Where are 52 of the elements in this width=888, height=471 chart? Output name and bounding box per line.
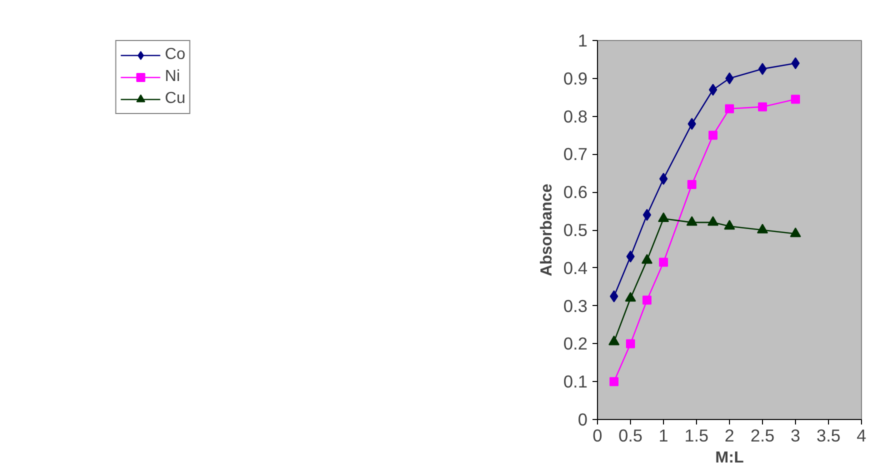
y-tick-label: 1 bbox=[578, 30, 588, 50]
point bbox=[791, 57, 800, 70]
legend-label: Ni bbox=[164, 68, 181, 86]
point bbox=[708, 84, 718, 96]
point bbox=[725, 104, 734, 114]
point bbox=[642, 208, 652, 221]
y-tick-label: 0.5 bbox=[563, 220, 588, 240]
legend-label: Cu bbox=[164, 90, 186, 108]
y-tick-label: 0.2 bbox=[563, 334, 588, 354]
y-tick-label: 0.1 bbox=[563, 372, 588, 392]
x-tick-label: 1 bbox=[658, 426, 668, 446]
point bbox=[642, 254, 652, 264]
y-axis-title: Absorbance bbox=[538, 184, 556, 276]
y-tick-label: 0.7 bbox=[563, 144, 588, 164]
point bbox=[626, 339, 635, 348]
point bbox=[688, 118, 696, 130]
x-tick-label: 3 bbox=[790, 426, 800, 446]
point bbox=[625, 292, 636, 302]
x-tick-label: 4 bbox=[856, 426, 867, 446]
point bbox=[659, 258, 668, 267]
point bbox=[686, 216, 698, 226]
point bbox=[642, 296, 652, 305]
y-tick-label: 0 bbox=[578, 410, 588, 430]
point bbox=[708, 216, 718, 226]
point bbox=[687, 180, 696, 190]
point bbox=[608, 336, 620, 346]
x-tick-label: 1.5 bbox=[684, 426, 709, 446]
point bbox=[658, 212, 669, 222]
x-tick-label: 0 bbox=[592, 426, 602, 446]
y-tick-label: 0.9 bbox=[563, 68, 588, 88]
x-tick-label: 0.5 bbox=[618, 426, 643, 446]
x-axis-title: M:L bbox=[715, 450, 744, 466]
point bbox=[791, 94, 800, 104]
point bbox=[758, 62, 767, 75]
point bbox=[610, 290, 618, 302]
y-tick-label: 0.4 bbox=[563, 258, 588, 278]
y-tick-label: 0.6 bbox=[563, 182, 588, 202]
x-tick-label: 2 bbox=[724, 426, 734, 446]
y-tick-label: 0.3 bbox=[563, 296, 588, 316]
point bbox=[758, 102, 767, 112]
legend-label: Co bbox=[164, 46, 186, 64]
point bbox=[725, 72, 734, 84]
point bbox=[610, 377, 618, 386]
point bbox=[659, 172, 668, 185]
point bbox=[708, 130, 718, 140]
x-tick-label: 2.5 bbox=[750, 426, 775, 446]
point bbox=[757, 224, 768, 234]
x-tick-label: 3.5 bbox=[816, 426, 841, 446]
point bbox=[790, 228, 801, 238]
point bbox=[626, 250, 635, 263]
y-tick-label: 0.8 bbox=[563, 106, 588, 126]
point bbox=[724, 220, 735, 230]
